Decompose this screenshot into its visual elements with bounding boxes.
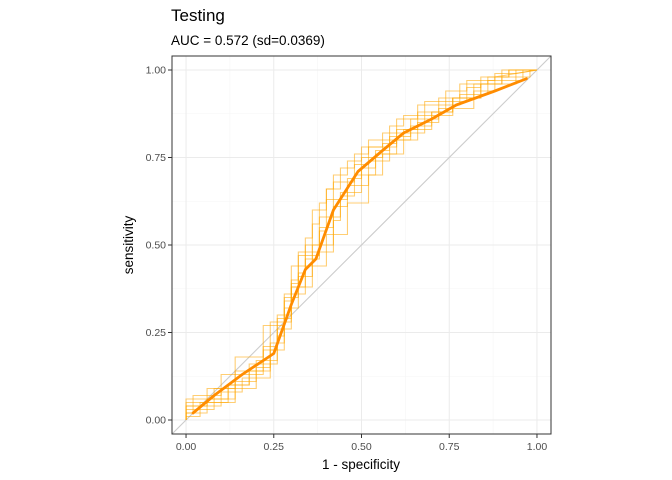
chart-subtitle: AUC = 0.572 (sd=0.0369): [171, 33, 325, 48]
resample-curve-7: [185, 69, 538, 420]
x-tick-label-0: 0.00: [176, 441, 197, 453]
resample-curve-4: [185, 69, 537, 420]
x-tick-label-2: 0.50: [351, 441, 372, 453]
y-tick-label-0: 0.00: [146, 415, 167, 427]
y-tick-label-1: 0.25: [146, 327, 167, 339]
x-axis-ticks: 0.00 0.25 0.50 0.75 1.00: [176, 434, 548, 453]
y-axis-title: sensitivity: [121, 215, 136, 274]
x-tick-label-4: 1.00: [527, 441, 548, 453]
x-tick-label-1: 0.25: [264, 441, 285, 453]
main-roc-curve: [191, 77, 528, 415]
y-tick-label-3: 0.75: [146, 152, 167, 164]
x-tick-label-3: 0.75: [439, 441, 460, 453]
main-roc-curve-group: [191, 77, 528, 415]
y-axis-ticks: 0.00 0.25 0.50 0.75 1.00: [146, 65, 172, 427]
chart-title: Testing: [171, 6, 225, 25]
x-axis-title: 1 - specificity: [322, 457, 400, 472]
y-tick-label-2: 0.50: [146, 240, 167, 252]
y-tick-label-4: 1.00: [146, 65, 167, 77]
resample-curve-8: [185, 69, 538, 420]
